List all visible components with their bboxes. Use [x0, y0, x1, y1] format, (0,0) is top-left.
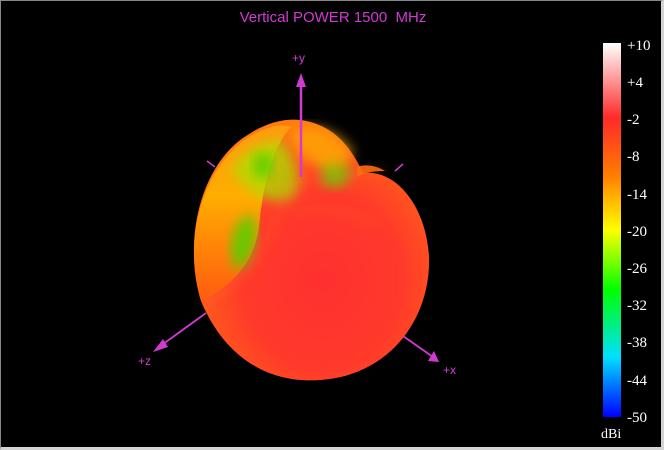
axis-y-arrowhead: [296, 73, 306, 87]
scale-tick-label: +4: [627, 75, 643, 91]
scale-tick-label: -2: [627, 112, 640, 128]
scale-tick-label: -20: [627, 224, 647, 240]
axis-z-arrowhead: [153, 339, 168, 352]
scale-tick-label: -44: [627, 373, 647, 389]
scale-tick-label: +10: [627, 38, 650, 54]
axis-x: +x: [402, 335, 456, 377]
axis-z: +z: [138, 312, 207, 368]
radiation-pattern-surface: [193, 119, 430, 381]
scale-tick-label: -8: [627, 149, 640, 165]
axis-x-arrowhead: [428, 351, 439, 362]
scale-unit-label: dBi: [601, 427, 621, 442]
axis-z-label: +z: [138, 354, 151, 368]
axis-y-label: +y: [292, 51, 305, 65]
scale-tick-label: -32: [627, 298, 647, 314]
color-scale-bar: [603, 43, 621, 417]
axis-x-label: +x: [443, 363, 456, 377]
scale-tick-label: -38: [627, 335, 647, 351]
scale-tick-label: -14: [627, 187, 647, 203]
scale-tick-label: -50: [627, 410, 647, 426]
plot-title: Vertical POWER 1500 MHz: [239, 9, 427, 26]
axis-y: +y: [292, 51, 306, 177]
color-scale: +10 +4 -2 -8 -14 -20 -26 -32 -38 -44 -50…: [601, 38, 650, 442]
scale-tick-label: -26: [627, 261, 647, 277]
axis-stub-back-right: [394, 163, 404, 172]
axis-stub-back-left: [206, 160, 216, 168]
